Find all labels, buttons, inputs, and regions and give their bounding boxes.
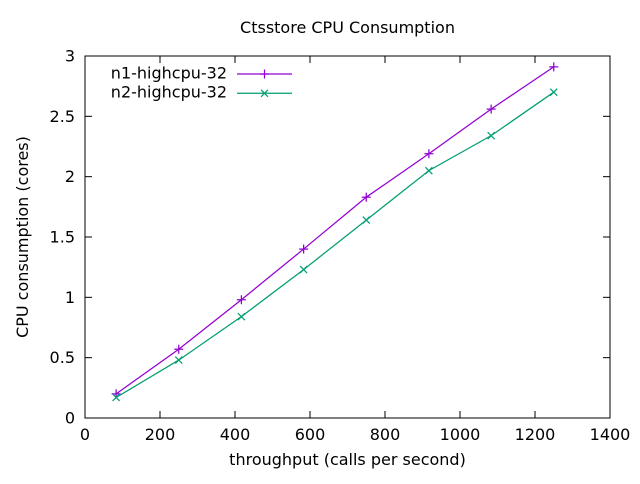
y-tick-label: 0 (65, 409, 75, 428)
chart-title: Ctsstore CPU Consumption (240, 18, 455, 37)
plot-border (84, 55, 611, 419)
x-tick-label: 0 (80, 425, 90, 444)
data-series (111, 62, 559, 402)
x-tick-label: 200 (145, 425, 176, 444)
cross-marker-icon (299, 265, 308, 274)
series-line-n1-highcpu-32 (115, 66, 555, 395)
series-line-n2-highcpu-32 (115, 91, 555, 399)
cross-marker-icon (174, 356, 183, 365)
x-tick-label: 1200 (515, 425, 556, 444)
x-tick-label: 400 (220, 425, 251, 444)
cross-marker-icon (112, 393, 121, 402)
cross-marker-icon (549, 88, 558, 97)
y-tick-label: 3 (65, 47, 75, 66)
x-tick-label: 1400 (590, 425, 631, 444)
y-axis-label: CPU consumption (cores) (13, 136, 32, 338)
legend-label-n2-highcpu-32: n2-highcpu-32 (111, 83, 227, 102)
y-tick-label: 0.5 (50, 348, 75, 367)
x-axis-label: throughput (calls per second) (229, 450, 466, 469)
y-tick-label: 1 (65, 288, 75, 307)
x-tick-label: 1000 (440, 425, 481, 444)
cross-marker-icon (260, 89, 269, 98)
y-tick-label: 1.5 (50, 228, 75, 247)
axis-ticks: 0 200 400 600 800 1000 1200 1400 0 0.5 1 1.5 2 2.5 3 (50, 47, 631, 445)
x-tick-label: 800 (370, 425, 401, 444)
cross-marker-icon (237, 312, 246, 321)
cross-marker-icon (487, 131, 496, 140)
cross-marker-icon (362, 216, 371, 225)
y-tick-label: 2 (65, 167, 75, 186)
cross-marker-icon (424, 166, 433, 175)
legend-label-n1-highcpu-32: n1-highcpu-32 (111, 63, 227, 82)
y-tick-label: 2.5 (50, 107, 75, 126)
x-tick-label: 600 (295, 425, 326, 444)
